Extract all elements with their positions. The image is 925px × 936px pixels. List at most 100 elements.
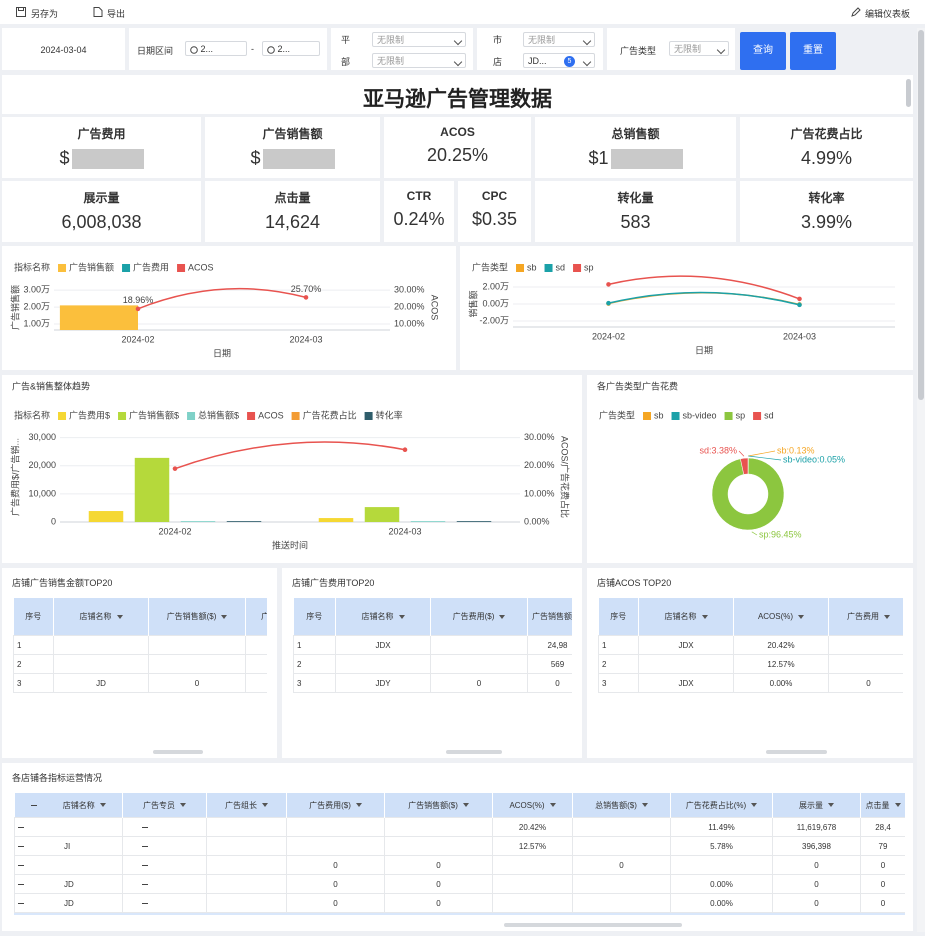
- ad-type-select[interactable]: 无限制: [669, 41, 729, 56]
- column-header[interactable]: 广告组长: [206, 793, 287, 818]
- legend-label: ACOS: [258, 410, 284, 420]
- table-cell: 0: [148, 673, 246, 693]
- y-axis-label: 广告销售额: [9, 285, 20, 330]
- dept-select[interactable]: 无限制: [372, 53, 466, 68]
- x-tick-label: 2024-03: [388, 526, 421, 536]
- x-tick-label: 2024-03: [783, 331, 816, 341]
- market-value: 无限制: [528, 35, 556, 45]
- column-header[interactable]: 广: [245, 598, 267, 636]
- date-range-filter: 日期区间 2... - 2...: [129, 28, 327, 70]
- scroll-thumb[interactable]: [906, 79, 911, 107]
- table-cell: [572, 817, 671, 837]
- column-header[interactable]: 广告花费占比(%): [670, 793, 773, 818]
- table-row: 3 JDY 0 0: [293, 673, 572, 693]
- column-header[interactable]: 点击量: [860, 793, 905, 818]
- table-cell: 0: [286, 893, 385, 913]
- kpi-value: $0.35: [458, 209, 531, 230]
- date-end-input[interactable]: 2...: [262, 41, 320, 56]
- query-button[interactable]: 查询: [740, 32, 786, 70]
- table-cell: [828, 635, 903, 655]
- legend-label: 广告费用$: [69, 409, 110, 420]
- table-cell: 396,398: [772, 836, 861, 856]
- date-value[interactable]: 2024-03-04: [40, 45, 87, 55]
- scroll-thumb[interactable]: [918, 30, 924, 400]
- column-header[interactable]: 店铺名称: [335, 598, 431, 636]
- donut-slice: [740, 457, 749, 475]
- column-header[interactable]: 店铺名称: [14, 793, 123, 818]
- column-header[interactable]: 展示量: [772, 793, 861, 818]
- header-row: 序号 店铺名称 ACOS(%) 广告费用: [598, 598, 903, 636]
- legend-swatch: [58, 264, 67, 272]
- table-cell: 0: [860, 874, 905, 894]
- x-axis-label: 日期: [213, 348, 231, 358]
- table-cell: 1: [598, 635, 639, 655]
- table-cell: [286, 836, 385, 856]
- table-cell: [572, 874, 671, 894]
- bar: [134, 457, 170, 522]
- kpi-card: 广告销售额 $: [205, 117, 380, 178]
- legend-title: 广告类型: [472, 261, 508, 272]
- table-cell: [572, 912, 671, 915]
- kpi-card: 展示量 6,008,038: [2, 181, 201, 242]
- column-header[interactable]: 广告费用($): [430, 598, 528, 636]
- legend-label: ACOS: [188, 262, 214, 272]
- column-header[interactable]: 序号: [13, 598, 54, 636]
- line-point: [303, 295, 309, 300]
- header-row: 店铺名称 广告专员 广告组长 广告费用($) 广告销售额($) ACOS(%) 总销售额($…: [14, 793, 905, 818]
- legend-title: 指标名称: [14, 409, 50, 420]
- table-row: JD 0 0 0.00% 0 0: [14, 893, 905, 913]
- table-wrap: 序号 店铺名称 ACOS(%) 广告费用 1 JDX 20.42% 2 12.57% 3 JDX 0.…: [598, 598, 903, 742]
- table-cell: 0: [860, 855, 905, 875]
- column-header[interactable]: 序号: [598, 598, 639, 636]
- x-tick-label: 2024-02: [592, 331, 625, 341]
- chart-panel: 各广告类型广告花费 广告类型 sb sb-video sp sd sb:0.13% sb-vi…: [587, 375, 913, 563]
- table-cell: [206, 836, 287, 856]
- column-header[interactable]: 广告专员: [122, 793, 207, 818]
- column-header[interactable]: 广告销售额($): [384, 793, 493, 818]
- table-cell: 0: [772, 893, 861, 913]
- store-select[interactable]: JD... 5: [523, 53, 595, 68]
- market-select[interactable]: 无限制: [523, 32, 595, 47]
- date-start-input[interactable]: 2...: [185, 41, 247, 56]
- export-button[interactable]: 导出: [107, 9, 126, 19]
- column-header[interactable]: 广告销售额($): [148, 598, 246, 636]
- table-cell: [14, 817, 123, 837]
- y2-tick-label: 30.00%: [394, 284, 425, 294]
- kpi-card: 转化量 583: [535, 181, 736, 242]
- column-header[interactable]: 广告费用: [828, 598, 903, 636]
- column-header[interactable]: 总销售额($): [572, 793, 671, 818]
- table-row: 2 569: [293, 654, 572, 674]
- platform-select[interactable]: 无限制: [372, 32, 466, 47]
- slice-label: sd:3.38%: [699, 445, 737, 455]
- column-header[interactable]: ACOS(%): [733, 598, 829, 636]
- table-cell: [245, 635, 267, 655]
- table-cell: [492, 893, 573, 913]
- h-scrollbar[interactable]: [446, 750, 503, 754]
- ad-type-filter: 广告类型 无限制: [607, 28, 735, 70]
- save-as-button[interactable]: 另存为: [31, 9, 59, 19]
- kpi-value: 14,624: [205, 212, 380, 233]
- h-scrollbar[interactable]: [765, 750, 827, 754]
- table-cell: [122, 836, 207, 856]
- column-header[interactable]: 序号: [293, 598, 336, 636]
- table-cell: [122, 893, 207, 913]
- legend-swatch: [724, 412, 733, 420]
- table-cell: [286, 817, 385, 837]
- table-cell: [492, 874, 573, 894]
- h-scrollbar[interactable]: [152, 750, 204, 754]
- column-header[interactable]: 广告销售额: [527, 598, 572, 636]
- column-header[interactable]: 广告费用($): [286, 793, 385, 818]
- reset-button[interactable]: 重置: [790, 32, 836, 70]
- table-cell: 0: [286, 855, 385, 875]
- page-scrollbar[interactable]: [917, 28, 925, 932]
- legend-swatch: [118, 412, 127, 420]
- store-count-badge: 5: [564, 56, 575, 67]
- column-header[interactable]: 店铺名称: [53, 598, 149, 636]
- h-scrollbar[interactable]: [504, 923, 683, 927]
- table-cell: [430, 654, 528, 674]
- table-cell: JD: [53, 673, 149, 693]
- column-header[interactable]: 店铺名称: [638, 598, 734, 636]
- edit-dashboard-button[interactable]: 编辑仪表板: [865, 9, 911, 19]
- table-row: JI 12.57% 5.78% 396,398 79: [14, 836, 905, 856]
- column-header[interactable]: ACOS(%): [492, 793, 573, 818]
